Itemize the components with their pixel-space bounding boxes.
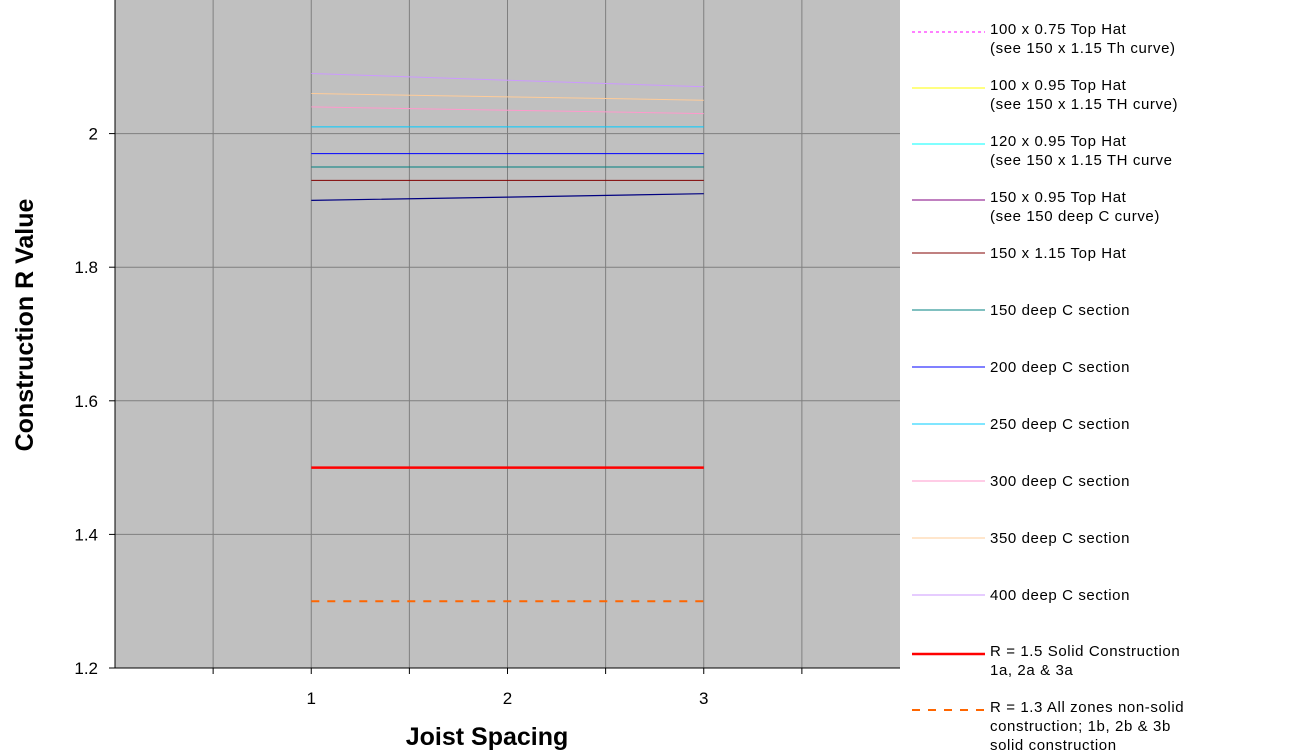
- x-tick-label: 3: [699, 689, 708, 708]
- legend-label-12: construction; 1b, 2b & 3b: [990, 718, 1171, 735]
- y-tick-label: 1.2: [74, 659, 98, 678]
- legend-label-2: (see 150 x 1.15 TH curve: [990, 152, 1173, 169]
- series-line-13: [311, 193, 704, 201]
- x-axis-title: Joist Spacing: [406, 723, 569, 751]
- legend-label-5: 150 deep C section: [990, 302, 1130, 319]
- tick-labels: 1.2 1.4 1.6 1.8 2 1 2 3: [74, 125, 708, 708]
- legend-label-1: 100 x 0.95 Top Hat: [990, 77, 1127, 94]
- series-line-8: [311, 106, 704, 115]
- legend-label-6: 200 deep C section: [990, 359, 1130, 376]
- y-axis-title: Construction R Value: [11, 199, 39, 452]
- legend-label-11: 1a, 2a & 3a: [990, 662, 1073, 679]
- legend-label-7: 250 deep C section: [990, 416, 1130, 433]
- legend-label-12: solid construction: [990, 737, 1117, 754]
- legend-label-1: (see 150 x 1.15 TH curve): [990, 96, 1178, 113]
- legend-label-0: 100 x 0.75 Top Hat: [990, 21, 1127, 38]
- series-line-9: [311, 93, 704, 101]
- axes: [109, 0, 900, 674]
- legend-label-9: 350 deep C section: [990, 530, 1130, 547]
- legend-label-3: (see 150 deep C curve): [990, 208, 1160, 225]
- legend-label-2: 120 x 0.95 Top Hat: [990, 133, 1127, 150]
- legend-label-11: R = 1.5 Solid Construction: [990, 643, 1180, 660]
- y-tick-label: 1.6: [74, 392, 98, 411]
- legend-label-12: R = 1.3 All zones non-solid: [990, 699, 1184, 716]
- series-lines: [311, 73, 704, 603]
- series-line-10: [311, 73, 704, 88]
- y-tick-label: 1.8: [74, 258, 98, 277]
- legend-label-8: 300 deep C section: [990, 473, 1130, 490]
- legend-label-0: (see 150 x 1.15 Th curve): [990, 40, 1176, 57]
- legend-label-3: 150 x 0.95 Top Hat: [990, 189, 1127, 206]
- legend: 100 x 0.75 Top Hat (see 150 x 1.15 Th cur…: [912, 21, 1184, 754]
- legend-label-4: 150 x 1.15 Top Hat: [990, 245, 1127, 262]
- x-tick-label: 1: [307, 689, 316, 708]
- y-tick-label: 1.4: [74, 525, 98, 544]
- legend-label-10: 400 deep C section: [990, 587, 1130, 604]
- x-tick-label: 2: [503, 689, 512, 708]
- y-tick-label: 2: [89, 125, 98, 144]
